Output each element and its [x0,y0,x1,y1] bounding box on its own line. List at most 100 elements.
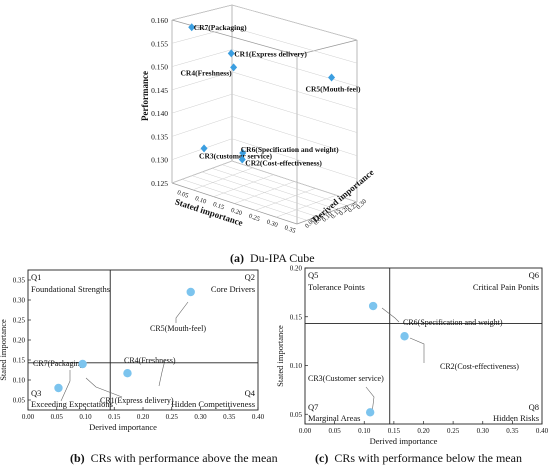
y-tick-label: 0.25 [13,317,26,325]
x-tick-label: 0.25 [447,427,460,435]
point-label-3d: CR7(Packaging) [194,23,247,32]
data-point [365,408,375,417]
caption-a-letter: (a) [230,251,244,265]
quadrant-name: Exceeding Expectations [31,399,113,409]
x-tick-label: 0.40 [536,427,549,435]
quadrant-name: Foundational Strengths [31,284,110,294]
quadrant-id: Q4 [245,388,256,398]
cube-gridline [171,71,233,91]
point-label-3d: CR5(Mouth-feel) [306,84,361,93]
leader-line [85,377,123,398]
point-label-3d: CR4(Freshness) [181,68,233,77]
leader-line [409,337,425,363]
x-axis-title: Derived importance [370,436,438,446]
panel-b-chart: 0.00 0.05 0.10 0.15 0.20 0.25 0.30 0.35 0.40 0.05… [0,269,265,432]
quadrant-name: Core Drivers [211,284,255,294]
z-tick-label: 0.160 [151,16,168,25]
x-tick-label: 0.10 [194,195,207,205]
x-tick-label: 0.05 [51,413,64,421]
z-tick-label: 0.135 [151,132,168,141]
y-tick-label: 0.15 [13,357,26,365]
x-tick-label: 0.10 [358,427,371,435]
x-tick-label: 0.15 [108,413,121,421]
y-tick-label: 0.05 [290,411,303,419]
cube-gridline [231,49,358,87]
z-tick-label: 0.125 [151,179,168,188]
caption-c: (c) CRs with performance below the mean [315,451,522,465]
leader-line [175,301,189,323]
y-tick-label: 0.05 [13,397,26,405]
cube-gridline [171,116,233,137]
data-point [186,287,195,297]
x-tick-label: 0.30 [194,413,207,421]
x-tick-label: 0.20 [137,413,150,421]
panel-c-chart: 0.00 0.05 0.10 0.15 0.20 0.25 0.30 0.35 0.40 0.05… [275,265,549,447]
point-label-3d: CR3(customer service) [199,151,272,160]
x-tick-label: 0.00 [299,427,312,435]
leader-line [158,359,166,387]
data-point-3d [200,144,208,153]
data-point-3d [227,49,235,58]
point-label: CR4(Freshness) [124,356,176,365]
data-point [368,301,378,311]
x-tick-label: 0.15 [388,427,401,435]
quadrant-name: Critical Pain Ponits [473,282,539,292]
caption-c-text: CRs with performance below the mean [334,451,522,465]
x-tick-label: 0.10 [79,413,92,421]
y-tick-label: 0.30 [13,297,26,305]
y-tick-label: 0.10 [290,362,303,370]
z-tick-label: 0.155 [151,39,168,48]
data-point-3d [238,155,246,164]
z-tick-label: 0.140 [151,109,168,118]
cube-gridline [231,116,358,156]
point-label: CR7(Packaging) [33,359,87,368]
x-tick-label: 0.30 [477,427,490,435]
quadrant-name: Hidden Competitiveness [171,399,255,409]
x-axis-title: Derived importance [89,422,157,432]
caption-a: (a) Du-IPA Cube [230,251,315,265]
caption-c-letter: (c) [315,451,328,465]
y-tick-label: 0.10 [13,377,26,385]
y-tick-label: 0.20 [13,337,26,345]
x-tick-label: 0.25 [166,413,179,421]
quadrant-id: Q3 [31,388,41,398]
cube-gridline [231,71,358,110]
y-axis-title: Stated importance [275,325,285,387]
x-tick-label: 0.00 [22,413,35,421]
x-tick-label: 0.30 [266,219,279,229]
x-tick-label: 0.35 [223,413,236,421]
caption-b: (b) CRs with performance above the mean [70,451,278,465]
point-label: CR6(Specification and weight) [403,318,503,327]
quadrant-id: Q6 [529,270,539,280]
point-label: CR3(Customer service) [308,374,384,383]
cube-gridline [231,138,358,180]
floor-gridline [221,164,348,206]
point-label: CR2(Cost-effectiveness) [440,362,519,371]
point-label: CR5(Mouth-feel) [150,324,206,333]
data-point-3d [230,63,238,72]
data-point-3d [188,23,196,32]
quadrant-id: Q1 [31,272,41,282]
quadrant-id: Q5 [308,270,318,280]
x-tick-label: 0.35 [506,427,519,435]
x-tick-label: 0.20 [230,207,243,217]
caption-a-text: Du-IPA Cube [250,251,315,265]
y-tick-label: 0.20 [290,265,303,273]
x-tick-label: 0.35 [283,224,296,234]
leader-line [365,386,375,414]
point-label: CR1(Express delivery) [100,396,174,405]
quadrant-id: Q8 [529,402,539,412]
data-point-3d [328,73,336,82]
cube-gridline [231,4,358,41]
leader-line [60,370,71,402]
point-label-3d: CR6(Specification and weight) [241,145,339,154]
x-tick-label: 0.05 [176,189,189,199]
data-point [123,369,132,378]
cube-gridline [171,27,233,44]
quadrant-name: Tolerance Points [308,282,365,292]
y-tick-label: 0.15 [290,313,303,321]
quadrant-name: Marginal Areas [308,413,360,423]
x-tick-label: 0.40 [252,413,265,421]
cube-gridline [171,93,233,114]
